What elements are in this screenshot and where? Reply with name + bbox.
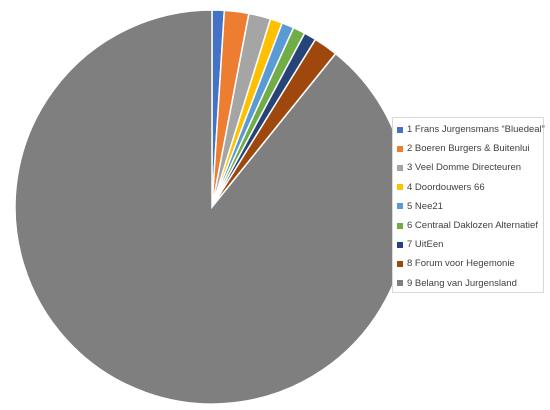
legend-label: 1 Frans Jurgensmans “Bluedeal” [407, 124, 545, 136]
legend-swatch [397, 241, 403, 248]
pie-slice-9 [14, 9, 410, 405]
legend-item-2: 2 Boeren Burgers & Buitenlui [393, 139, 543, 158]
legend-label: 8 Forum voor Hegemonie [407, 258, 515, 270]
legend-swatch [397, 280, 403, 287]
legend-label: 6 Centraal Daklozen Alternatief [407, 220, 538, 232]
legend-swatch [397, 203, 403, 210]
legend-label: 7 UitEen [407, 239, 444, 251]
legend-label: 4 Doordouwers 66 [407, 181, 485, 193]
legend-label: 3 Veel Domme Directeuren [407, 162, 522, 174]
legend-label: 5 Nee21 [407, 200, 443, 212]
legend-swatch [397, 164, 403, 171]
legend-item-1: 1 Frans Jurgensmans “Bluedeal” [393, 120, 545, 139]
chart-legend: 1 Frans Jurgensmans “Bluedeal” 2 Boeren B… [392, 117, 545, 293]
legend-swatch [397, 222, 403, 229]
legend-item-6: 6 Centraal Daklozen Alternatief [393, 216, 543, 235]
legend-item-4: 4 Doordouwers 66 [393, 178, 543, 197]
legend-item-3: 3 Veel Domme Directeuren [393, 158, 543, 177]
legend-swatch [397, 184, 403, 191]
legend-swatch [397, 126, 403, 133]
legend-item-5: 5 Nee21 [393, 197, 543, 216]
legend-item-7: 7 UitEen [393, 235, 543, 254]
legend-label: 9 Belang van Jurgensland [407, 277, 517, 289]
legend-item-8: 8 Forum voor Hegemonie [393, 254, 543, 273]
legend-item-9: 9 Belang van Jurgensland [393, 274, 543, 293]
legend-label: 2 Boeren Burgers & Buitenlui [407, 143, 530, 155]
legend-swatch [397, 260, 403, 267]
legend-swatch [397, 145, 403, 152]
